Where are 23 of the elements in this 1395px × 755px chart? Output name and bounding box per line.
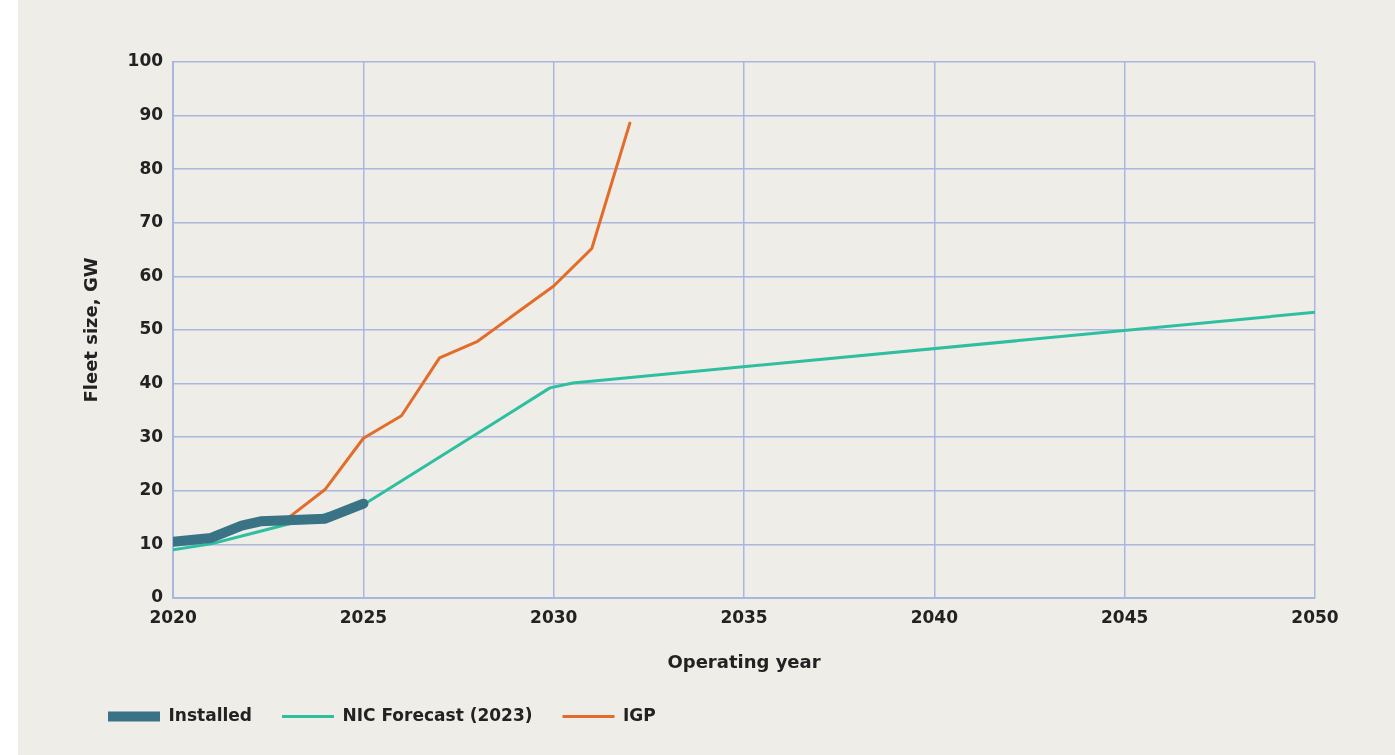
x-tick-label: 2025 (339, 606, 388, 627)
y-tick-label: 0 (151, 586, 164, 607)
y-tick-label: 40 (139, 372, 164, 393)
y-tick-label: 80 (139, 157, 164, 178)
x-axis-title: Operating year (667, 650, 821, 672)
y-tick-label: 10 (139, 532, 164, 553)
y-tick-label: 60 (139, 264, 164, 285)
legend-label: NIC Forecast (2023) (342, 704, 533, 725)
y-tick-label: 20 (139, 479, 164, 500)
x-tick-label: 2035 (720, 606, 768, 627)
y-tick-label: 90 (139, 104, 164, 125)
y-tick-label: 30 (139, 425, 164, 446)
y-axis-title: Fleet size, GW (80, 257, 102, 403)
y-tick-label: 100 (127, 50, 164, 71)
y-tick-label: 70 (139, 211, 164, 232)
x-tick-label: 2020 (149, 606, 197, 627)
x-tick-label: 2050 (1291, 606, 1339, 627)
legend-label: IGP (623, 704, 656, 725)
x-tick-label: 2040 (910, 606, 959, 627)
y-tick-label: 50 (139, 318, 164, 339)
x-tick-label: 2030 (530, 606, 578, 627)
legend-label: Installed (168, 704, 252, 725)
x-tick-label: 2045 (1101, 606, 1149, 627)
